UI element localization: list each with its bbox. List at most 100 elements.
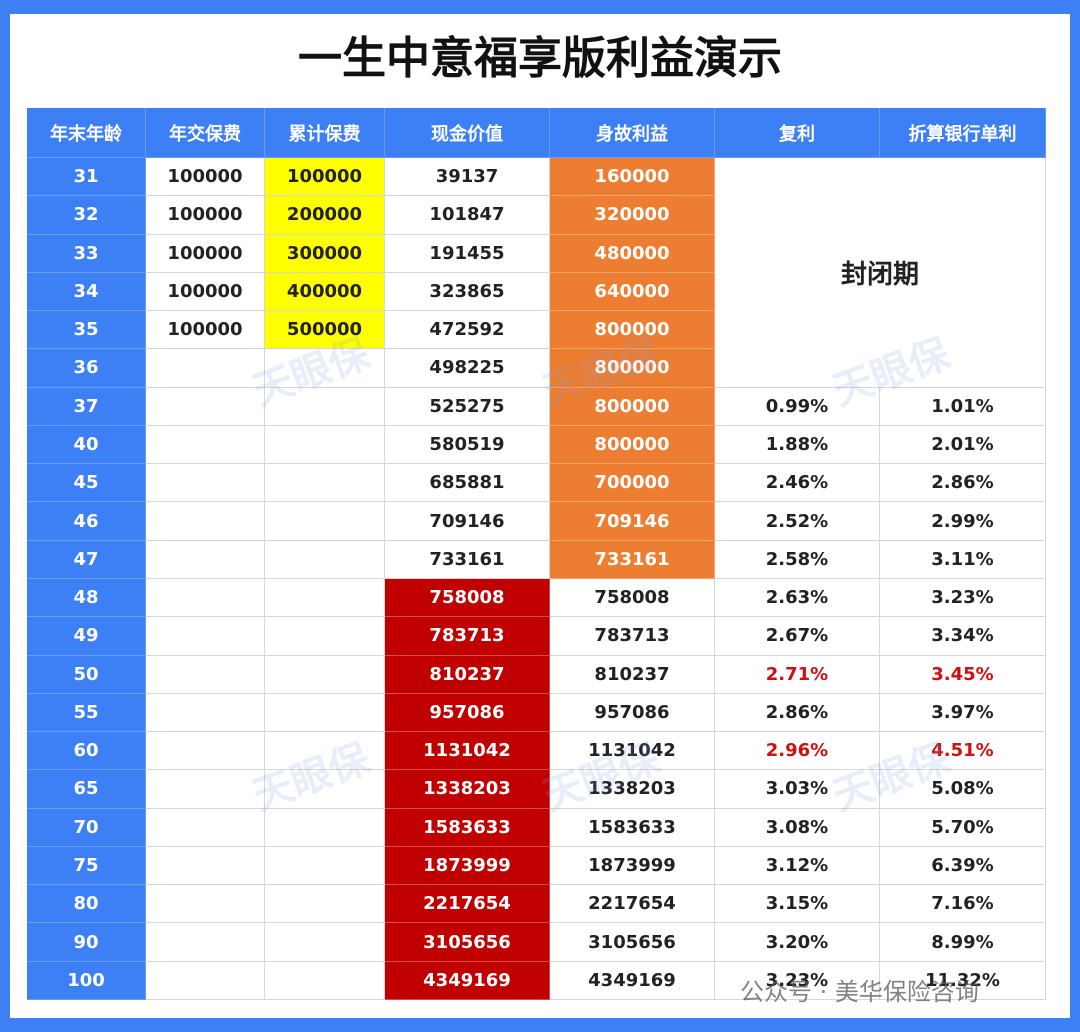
table-cell: 2.96% — [715, 732, 880, 771]
table-cell: 1131042 — [550, 732, 715, 771]
table-cell: 733161 — [550, 540, 715, 579]
table-cell: 810237 — [550, 655, 715, 694]
table-cell — [265, 349, 385, 388]
table-cell: 3.23% — [880, 579, 1046, 618]
table-cell: 323865 — [385, 272, 550, 312]
table-cell: 3.08% — [715, 808, 880, 847]
table-cell: 1338203 — [550, 770, 715, 809]
table-cell: 36 — [27, 349, 146, 388]
table-cell: 80 — [27, 885, 146, 924]
table-cell: 55 — [27, 693, 146, 733]
table-cell: 47 — [27, 540, 146, 579]
table-cell: 800000 — [550, 425, 715, 465]
table-cell: 100000 — [146, 311, 265, 350]
table-cell — [265, 923, 385, 962]
table-cell: 810237 — [385, 655, 550, 694]
table-cell: 2.67% — [715, 617, 880, 656]
table-cell: 11.32% — [880, 961, 1046, 1000]
table-cell — [265, 732, 385, 771]
table-cell — [265, 617, 385, 656]
table-cell: 5.08% — [880, 770, 1046, 809]
table-cell: 4.51% — [880, 732, 1046, 771]
table-cell: 480000 — [550, 234, 715, 273]
table-cell: 685881 — [385, 464, 550, 503]
table-cell: 3.45% — [880, 655, 1046, 694]
table-cell — [265, 693, 385, 733]
header-cell: 年末年龄 — [27, 108, 146, 158]
table-cell: 1583633 — [550, 808, 715, 847]
table-cell: 300000 — [265, 234, 385, 273]
table-cell: 0.99% — [715, 387, 880, 426]
table-cell: 1.01% — [880, 387, 1046, 426]
table-cell: 1131042 — [385, 732, 550, 771]
table-cell: 1873999 — [385, 846, 550, 886]
table-cell: 6.39% — [880, 846, 1046, 886]
table-cell: 46 — [27, 502, 146, 541]
table-cell — [265, 808, 385, 847]
table-cell: 2.99% — [880, 502, 1046, 541]
table-cell: 3.97% — [880, 693, 1046, 733]
table-cell — [146, 425, 265, 465]
table-cell: 2.58% — [715, 540, 880, 579]
table-cell: 525275 — [385, 387, 550, 426]
table-cell: 90 — [27, 923, 146, 962]
table-cell: 65 — [27, 770, 146, 809]
table-cell: 2.86% — [715, 693, 880, 733]
table-cell — [146, 923, 265, 962]
table-cell: 3.20% — [715, 923, 880, 962]
table-cell: 3.34% — [880, 617, 1046, 656]
table-cell: 2.86% — [880, 464, 1046, 503]
table-cell: 7.16% — [880, 885, 1046, 924]
table-cell: 60 — [27, 732, 146, 771]
table-cell: 39137 — [385, 158, 550, 197]
table-cell — [265, 846, 385, 886]
table-cell — [146, 693, 265, 733]
table-cell: 3.23% — [715, 961, 880, 1000]
table-cell: 580519 — [385, 425, 550, 465]
table-cell — [146, 961, 265, 1000]
table-cell — [146, 617, 265, 656]
table-cell: 45 — [27, 464, 146, 503]
table-cell: 191455 — [385, 234, 550, 273]
table-cell: 800000 — [550, 311, 715, 350]
table-cell: 733161 — [385, 540, 550, 579]
table-cell — [265, 464, 385, 503]
table-cell — [265, 579, 385, 618]
table-cell — [265, 961, 385, 1000]
table-cell — [146, 464, 265, 503]
footer: 公众号 · 美华保险咨询 — [740, 978, 979, 1006]
table-cell: 100000 — [146, 196, 265, 235]
table-cell: 709146 — [550, 502, 715, 541]
header-cell: 身故利益 — [550, 108, 715, 158]
table-cell — [146, 579, 265, 618]
table-cell: 472592 — [385, 311, 550, 350]
table-cell: 40 — [27, 425, 146, 465]
header-cell: 现金价值 — [385, 108, 550, 158]
table-cell: 783713 — [385, 617, 550, 656]
table-cell — [146, 349, 265, 388]
table-cell: 100000 — [146, 234, 265, 273]
table-cell — [265, 540, 385, 579]
table-cell: 1.88% — [715, 425, 880, 465]
table-cell: 37 — [27, 387, 146, 426]
table-cell — [146, 885, 265, 924]
table-cell: 49 — [27, 617, 146, 656]
table-cell: 31 — [27, 158, 146, 197]
table-cell: 34 — [27, 272, 146, 312]
header-cell: 年交保费 — [146, 108, 265, 158]
table-cell: 1338203 — [385, 770, 550, 809]
table-cell: 800000 — [550, 387, 715, 426]
table-cell — [265, 387, 385, 426]
table-cell: 1873999 — [550, 846, 715, 886]
table-cell — [265, 502, 385, 541]
table-cell: 33 — [27, 234, 146, 273]
table-cell: 50 — [27, 655, 146, 694]
table-cell: 160000 — [550, 158, 715, 197]
table-cell: 35 — [27, 311, 146, 350]
table-cell: 1583633 — [385, 808, 550, 847]
table-cell: 100000 — [146, 272, 265, 312]
table-cell: 100000 — [146, 158, 265, 197]
table-cell: 200000 — [265, 196, 385, 235]
table-cell: 3.11% — [880, 540, 1046, 579]
